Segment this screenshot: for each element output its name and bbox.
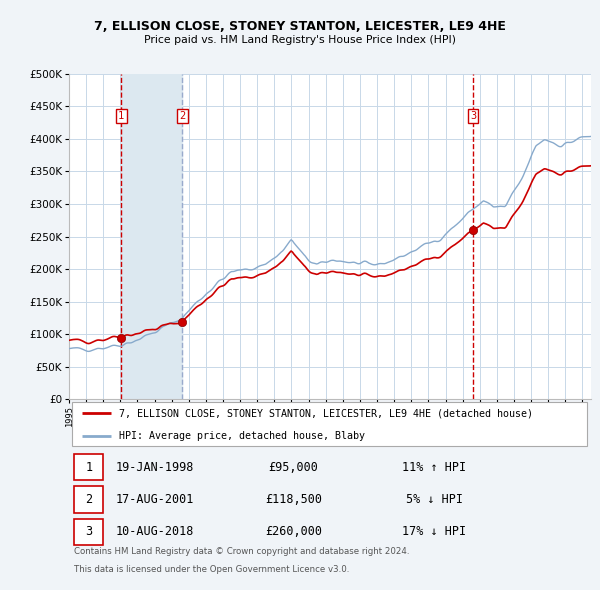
FancyBboxPatch shape [74, 454, 103, 480]
Text: Price paid vs. HM Land Registry's House Price Index (HPI): Price paid vs. HM Land Registry's House … [144, 35, 456, 45]
Text: £95,000: £95,000 [269, 461, 319, 474]
Text: £118,500: £118,500 [265, 493, 322, 506]
Text: 5% ↓ HPI: 5% ↓ HPI [406, 493, 463, 506]
Text: 11% ↑ HPI: 11% ↑ HPI [403, 461, 466, 474]
Text: Contains HM Land Registry data © Crown copyright and database right 2024.: Contains HM Land Registry data © Crown c… [74, 548, 410, 556]
Text: 1: 1 [85, 461, 92, 474]
Text: 2: 2 [85, 493, 92, 506]
Text: 3: 3 [470, 111, 476, 121]
Text: 7, ELLISON CLOSE, STONEY STANTON, LEICESTER, LE9 4HE (detached house): 7, ELLISON CLOSE, STONEY STANTON, LEICES… [119, 408, 533, 418]
Text: This data is licensed under the Open Government Licence v3.0.: This data is licensed under the Open Gov… [74, 565, 350, 574]
FancyBboxPatch shape [74, 519, 103, 545]
Bar [121, 74, 182, 399]
Text: 10-AUG-2018: 10-AUG-2018 [116, 525, 194, 538]
Text: £260,000: £260,000 [265, 525, 322, 538]
Text: 1: 1 [118, 111, 124, 121]
FancyBboxPatch shape [71, 402, 587, 446]
Text: 3: 3 [85, 525, 92, 538]
Text: 19-JAN-1998: 19-JAN-1998 [116, 461, 194, 474]
FancyBboxPatch shape [74, 486, 103, 513]
Text: 17% ↓ HPI: 17% ↓ HPI [403, 525, 466, 538]
Text: 17-AUG-2001: 17-AUG-2001 [116, 493, 194, 506]
Text: HPI: Average price, detached house, Blaby: HPI: Average price, detached house, Blab… [119, 431, 365, 441]
Text: 7, ELLISON CLOSE, STONEY STANTON, LEICESTER, LE9 4HE: 7, ELLISON CLOSE, STONEY STANTON, LEICES… [94, 20, 506, 33]
Text: 2: 2 [179, 111, 185, 121]
